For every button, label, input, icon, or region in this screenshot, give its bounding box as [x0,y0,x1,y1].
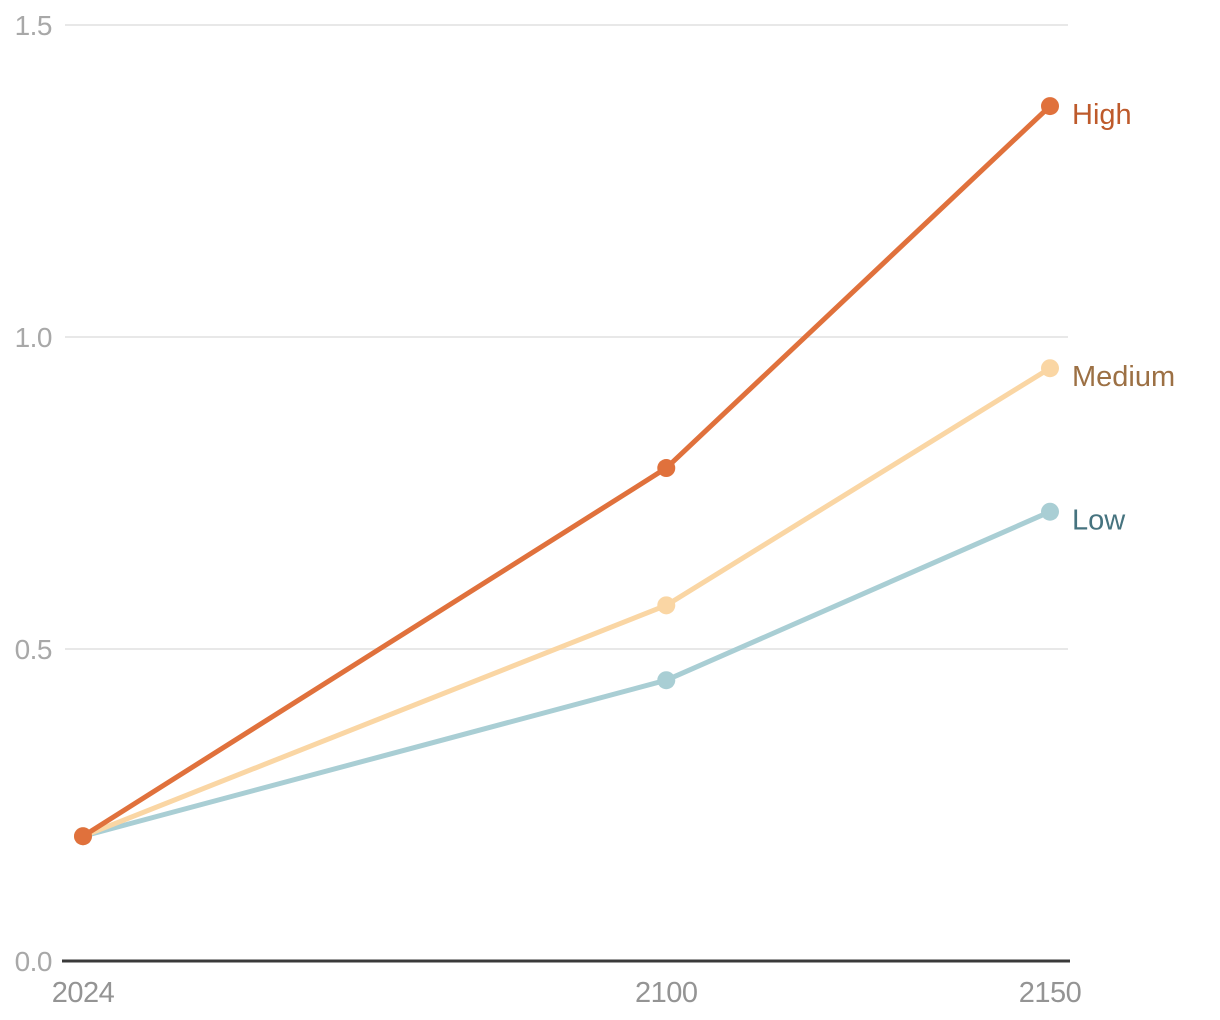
y-tick-label: 0.5 [15,634,52,665]
data-point-medium [657,596,676,615]
y-tick-label: 0.0 [15,946,52,977]
data-point-low [1041,502,1059,521]
series-line-low [80,509,1053,839]
x-tick-label: 2100 [635,977,698,1009]
series-label-high: High [1072,99,1132,131]
y-tick-label: 1.0 [15,322,52,353]
data-point-low [657,671,676,690]
y-tick-label: 1.5 [15,10,52,41]
series-line-medium [80,365,1053,839]
data-point-medium [1041,359,1059,378]
data-point-high [1041,97,1059,116]
x-tick-label: 2150 [1019,977,1082,1009]
series-label-medium: Medium [1072,361,1175,393]
series-line-high [80,103,1053,839]
x-tick-label: 2024 [52,977,115,1009]
data-point-high [74,827,92,846]
data-point-high [657,459,676,478]
series-label-low: Low [1072,505,1126,537]
